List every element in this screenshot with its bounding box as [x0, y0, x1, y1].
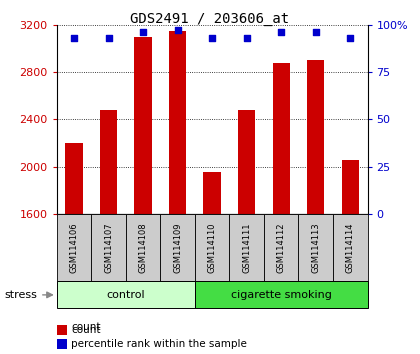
Bar [91, 214, 126, 281]
Bar [195, 214, 229, 281]
Text: GSM114113: GSM114113 [311, 222, 320, 273]
Bar [57, 281, 195, 308]
Text: GSM114114: GSM114114 [346, 223, 355, 273]
Bar [57, 339, 67, 349]
Bar [134, 36, 152, 214]
Bar [341, 160, 359, 214]
Bar [160, 214, 195, 281]
Text: count: count [71, 322, 101, 332]
Point [209, 35, 215, 41]
Bar [203, 172, 221, 214]
Point [140, 29, 147, 35]
Text: GSM114111: GSM114111 [242, 223, 251, 273]
Text: control: control [106, 290, 145, 300]
Text: GSM114112: GSM114112 [277, 223, 286, 273]
Text: GSM114110: GSM114110 [207, 223, 217, 273]
Text: cigarette smoking: cigarette smoking [231, 290, 332, 300]
Bar [126, 214, 160, 281]
Text: GSM114109: GSM114109 [173, 223, 182, 273]
Text: GSM114108: GSM114108 [139, 222, 147, 273]
Bar [169, 31, 186, 214]
Text: GSM114106: GSM114106 [69, 222, 79, 273]
Point [312, 29, 319, 35]
Bar [307, 60, 324, 214]
Point [105, 35, 112, 41]
Bar [273, 63, 290, 214]
Text: GDS2491 / 203606_at: GDS2491 / 203606_at [131, 12, 289, 27]
Bar [264, 214, 299, 281]
Bar [238, 110, 255, 214]
Text: stress: stress [4, 290, 37, 300]
Point [243, 35, 250, 41]
Bar [333, 214, 368, 281]
Text: GSM114107: GSM114107 [104, 222, 113, 273]
Text: percentile rank within the sample: percentile rank within the sample [71, 339, 247, 349]
Point [174, 28, 181, 33]
Bar [299, 214, 333, 281]
Bar [57, 325, 67, 335]
Bar [229, 214, 264, 281]
Point [71, 35, 77, 41]
Bar [100, 110, 117, 214]
Bar [195, 281, 368, 308]
Bar [57, 214, 91, 281]
Text: count: count [71, 325, 100, 335]
Bar [66, 143, 83, 214]
Point [278, 29, 284, 35]
Point [347, 35, 354, 41]
